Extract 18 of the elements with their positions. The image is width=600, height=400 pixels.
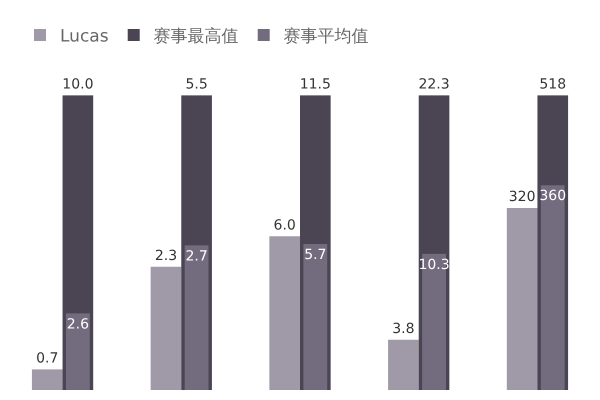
data-label: 5.5 <box>185 76 208 92</box>
legend-label: 赛事最高值 <box>154 26 239 47</box>
data-label: 2.3 <box>154 248 178 264</box>
data-label: 518 <box>539 76 566 92</box>
legend-label: 赛事平均值 <box>284 26 369 47</box>
data-label: 10.0 <box>62 76 94 92</box>
data-label: 3.8 <box>392 320 415 337</box>
data-label: 5.7 <box>304 246 326 263</box>
data-label: 2.7 <box>185 248 208 264</box>
data-label: 320 <box>508 188 536 205</box>
data-label: 2.6 <box>66 316 90 332</box>
data-label: 360 <box>539 188 566 204</box>
data-label: 22.3 <box>418 76 450 92</box>
legend-label: Lucas <box>60 26 109 47</box>
data-label: 0.7 <box>36 350 58 366</box>
data-label: 10.3 <box>418 256 450 273</box>
data-label: 11.5 <box>300 76 331 92</box>
data-label: 6.0 <box>274 217 296 234</box>
